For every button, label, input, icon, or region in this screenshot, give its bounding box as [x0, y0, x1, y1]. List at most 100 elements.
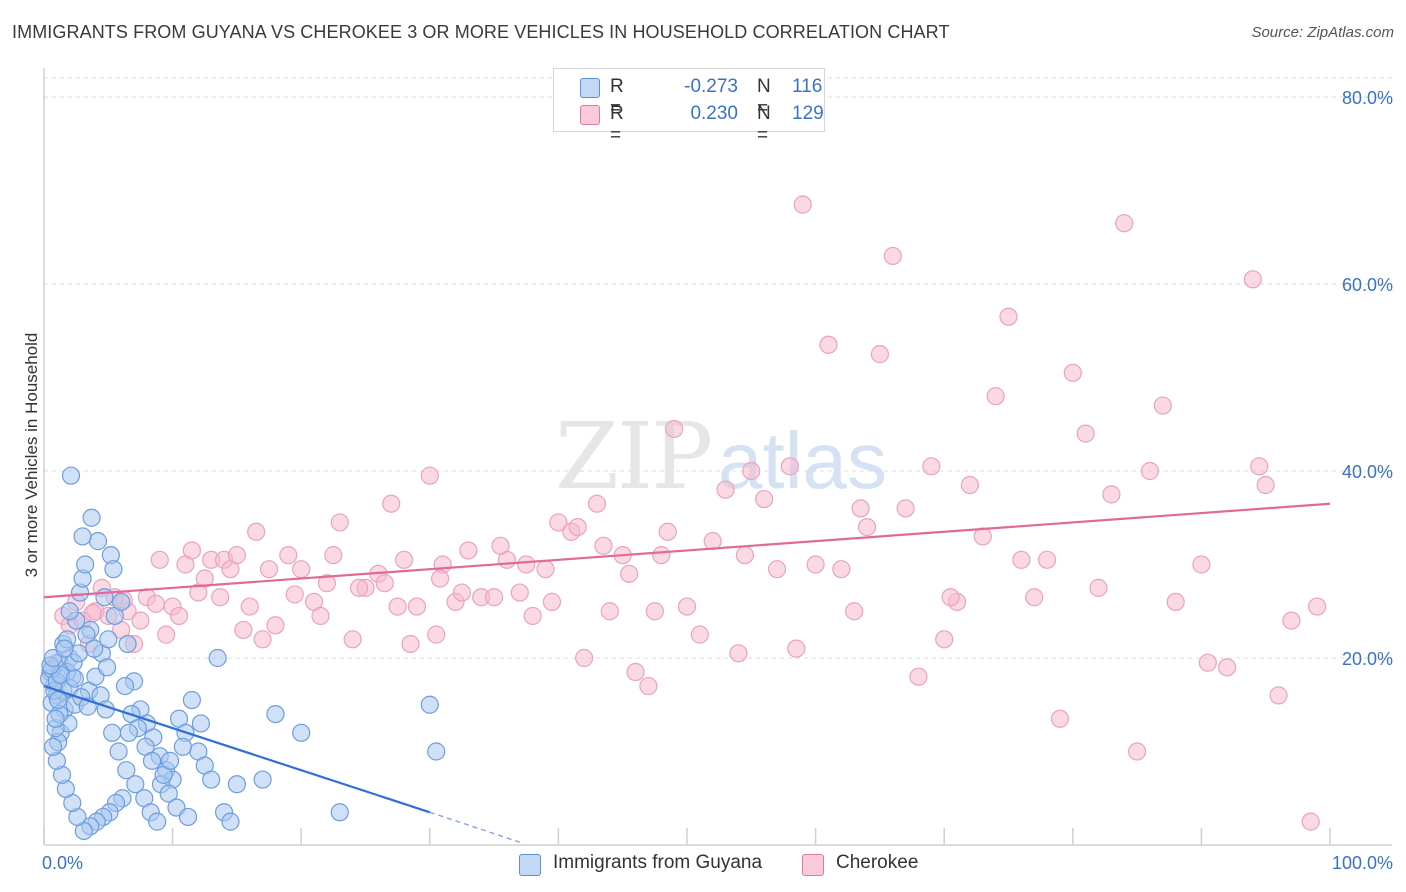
cherokee-point: [542, 592, 562, 612]
y-tick-label: 20.0%: [1342, 649, 1393, 669]
cherokee-point: [1282, 611, 1301, 630]
cherokee-point: [549, 513, 568, 532]
cherokee-point: [735, 546, 754, 565]
cherokee-point: [240, 597, 259, 616]
legend-n-label: N =: [757, 103, 771, 146]
guyana-point: [77, 625, 96, 644]
cherokee-point: [575, 648, 594, 668]
guyana-point: [427, 742, 446, 761]
cherokee-point: [1115, 214, 1134, 233]
cherokee-point: [452, 583, 472, 602]
cherokee-point: [394, 550, 414, 569]
guyana-point: [159, 784, 178, 803]
cherokee-point: [935, 630, 954, 649]
guyana-point: [112, 592, 131, 612]
guyana-point: [119, 723, 138, 742]
guyana-point: [103, 723, 122, 742]
cherokee-point: [523, 606, 542, 626]
cherokee-point: [658, 522, 677, 541]
guyana-point: [99, 630, 118, 649]
cherokee-point: [420, 466, 439, 485]
guyana-point: [202, 770, 221, 789]
guyana-point: [221, 812, 240, 831]
cherokee-point: [234, 620, 253, 640]
cherokee-point: [780, 457, 799, 476]
cherokee-point: [1089, 578, 1108, 597]
legend-n-label: N =: [757, 76, 771, 119]
cherokee-point: [787, 639, 806, 658]
cherokee-point: [343, 630, 362, 649]
cherokee-point: [253, 630, 272, 649]
cherokee-trend-line: [43, 502, 1331, 599]
cherokee-point: [317, 574, 337, 593]
cherokee-point: [1050, 709, 1070, 728]
guyana-point: [76, 555, 95, 574]
guyana-point: [73, 527, 92, 546]
guyana-points: [40, 466, 446, 841]
cherokee-point: [1140, 461, 1160, 481]
cherokee-point: [922, 457, 941, 476]
guyana-point: [85, 639, 104, 658]
cherokee-point: [157, 625, 176, 644]
cherokee-point: [407, 597, 427, 616]
cherokee-point: [1037, 550, 1057, 569]
guyana-point: [88, 532, 108, 551]
guyana-trend-extension: [429, 811, 521, 843]
cherokee-point: [639, 676, 658, 696]
bottom-legend-swatch-cherokee: [802, 854, 824, 876]
cherokee-point: [1127, 742, 1147, 761]
cherokee-point: [909, 667, 928, 686]
cherokee-point: [620, 564, 639, 583]
cherokee-point: [665, 419, 684, 439]
guyana-point: [191, 714, 210, 733]
cherokee-point: [459, 541, 478, 560]
guyana-point: [253, 770, 272, 789]
cherokee-point: [169, 606, 189, 626]
guyana-point: [49, 690, 68, 710]
cherokee-point: [510, 583, 529, 602]
guyana-point: [142, 751, 162, 770]
cherokee-point: [1269, 686, 1288, 705]
x-tick-label: 0.0%: [42, 853, 83, 873]
cherokee-point: [652, 546, 671, 565]
cherokee-point: [645, 602, 664, 621]
cherokee-point: [211, 588, 230, 607]
grid-lines: [44, 77, 1392, 659]
legend-r-value-guyana: -0.273: [684, 76, 738, 97]
cherokee-point: [677, 597, 697, 616]
legend-swatch-cherokee: [580, 105, 600, 125]
cherokee-point: [1025, 588, 1044, 607]
cherokee-point: [131, 611, 150, 630]
guyana-point: [46, 709, 65, 728]
cherokee-point: [870, 345, 890, 364]
guyana-point: [82, 508, 101, 527]
cherokee-point: [227, 546, 246, 565]
guyana-point: [115, 676, 135, 696]
cherokee-point: [1076, 424, 1095, 443]
y-tick-label: 60.0%: [1342, 275, 1393, 295]
guyana-point: [178, 807, 198, 827]
cherokee-point: [857, 517, 877, 537]
cherokee-point: [491, 536, 510, 555]
cherokee-point: [536, 560, 555, 579]
cherokee-point: [767, 560, 787, 579]
guyana-point: [97, 658, 117, 677]
cherokee-point: [896, 499, 915, 518]
cherokee-point: [324, 546, 343, 565]
cherokee-point: [594, 536, 613, 555]
guyana-point: [117, 761, 136, 780]
cherokee-point: [247, 522, 266, 541]
guyana-point: [95, 588, 114, 607]
cherokee-point: [587, 494, 607, 513]
cherokee-point: [716, 480, 735, 499]
guyana-point: [292, 723, 311, 742]
cherokee-point: [986, 387, 1005, 406]
cherokee-point: [755, 489, 774, 509]
cherokee-point: [832, 560, 851, 579]
cherokee-point: [83, 604, 102, 623]
cherokee-point: [146, 594, 165, 613]
cherokee-point: [999, 307, 1018, 326]
guyana-point: [227, 775, 246, 794]
cherokee-point: [845, 602, 864, 621]
guyana-point: [266, 704, 285, 724]
